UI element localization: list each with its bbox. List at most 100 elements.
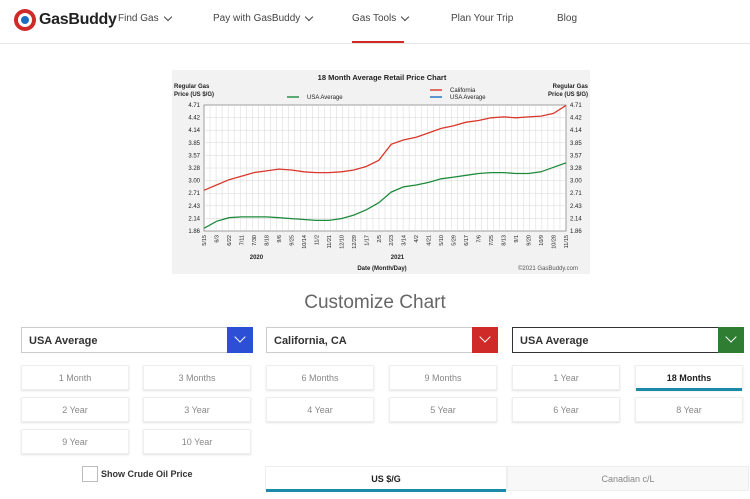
dropdown-1-value: USA Average — [29, 335, 98, 347]
x-tick-label: 12/29 — [352, 235, 358, 249]
y-tick-label-left: 1.86 — [188, 229, 200, 235]
chart-series — [203, 104, 567, 229]
x-tick-label: 8/18 — [264, 235, 270, 246]
y-tick-label-right: 4.42 — [570, 116, 582, 122]
x-tick-label: 7/25 — [489, 235, 495, 246]
x-tick-label: 11/2 — [314, 235, 320, 245]
nav-find-gas-label: Find Gas — [118, 13, 159, 24]
y-tick-label-left: 4.71 — [188, 103, 200, 109]
period-9-year[interactable]: 9 Year — [21, 429, 129, 454]
region-dropdown-2[interactable]: California, CA — [266, 327, 498, 353]
period-3-months[interactable]: 3 Months — [143, 365, 251, 390]
period-4-year[interactable]: 4 Year — [266, 397, 374, 422]
period-6-year[interactable]: 6 Year — [512, 397, 620, 422]
legend-label: California — [450, 88, 476, 94]
y-tick-label-left: 3.28 — [188, 166, 200, 172]
chevron-down-icon — [305, 12, 314, 21]
period-1-month[interactable]: 1 Month — [21, 365, 129, 390]
nav-plan-your-trip[interactable]: Plan Your Trip — [451, 13, 513, 24]
x-tick-label: 11/15 — [564, 235, 570, 248]
region-dropdown-3[interactable]: USA Average — [512, 327, 744, 353]
dropdown-3-value: USA Average — [520, 335, 589, 347]
logo-icon — [14, 9, 36, 31]
y-tick-label-right: 2.71 — [570, 191, 582, 197]
x-tick-label: 9/25 — [289, 235, 295, 246]
chart-title: 18 Month Average Retail Price Chart — [318, 73, 447, 82]
x-tick-label: 1/17 — [364, 235, 370, 246]
crude-oil-checkbox[interactable] — [82, 466, 98, 482]
period-3-year[interactable]: 3 Year — [143, 397, 251, 422]
x-tick-label: 3/14 — [402, 235, 408, 246]
tab-us-dollars[interactable]: US $/G — [265, 466, 507, 492]
y-tick-label-left: 2.14 — [188, 216, 200, 222]
y-axis-label-right: Regular Gas Price (US $/G) — [548, 84, 589, 98]
period-8-year[interactable]: 8 Year — [635, 397, 743, 422]
period-1-year[interactable]: 1 Year — [512, 365, 620, 390]
period-6-months[interactable]: 6 Months — [266, 365, 374, 390]
y-tick-label-right: 1.86 — [570, 229, 582, 235]
period-10-year[interactable]: 10 Year — [143, 429, 251, 454]
price-chart-svg: 18 Month Average Retail Price Chart Regu… — [174, 73, 589, 272]
period-18-months[interactable]: 18 Months — [635, 365, 743, 391]
legend-label: USA Average — [450, 95, 486, 101]
x-tick-label: 2/23 — [389, 235, 395, 246]
chart-copyright: ©2021 GasBuddy.com — [518, 265, 578, 272]
period-2-year[interactable]: 2 Year — [21, 397, 129, 422]
y-tick-label-right: 3.00 — [570, 179, 582, 185]
active-nav-indicator — [352, 41, 404, 43]
y-tick-label-right: 2.14 — [570, 216, 582, 222]
x-tick-label: 10/28 — [552, 235, 558, 249]
region-dropdown-1[interactable]: USA Average — [21, 327, 253, 353]
year-label: 2021 — [391, 255, 405, 261]
legend-label: USA Average — [307, 95, 343, 101]
period-9-months[interactable]: 9 Months — [389, 365, 497, 390]
x-tick-label: 5/15 — [202, 235, 208, 246]
x-tick-label: 4/2 — [414, 235, 420, 243]
x-tick-label: 5/10 — [439, 235, 445, 246]
y-tick-label-left: 2.43 — [188, 204, 200, 210]
series-line — [203, 104, 567, 191]
x-tick-label: 2/5 — [377, 235, 383, 243]
tab-canadian[interactable]: Canadian c/L — [507, 466, 749, 491]
y-tick-label-right: 3.28 — [570, 166, 582, 172]
y-tick-label-right: 3.57 — [570, 153, 582, 159]
x-tick-label: 9/20 — [527, 235, 533, 246]
y-tick-label-left: 3.00 — [188, 179, 200, 185]
x-tick-label: 10/9 — [539, 235, 545, 246]
gasbuddy-logo[interactable]: GasBuddy — [14, 9, 117, 31]
crude-oil-toggle[interactable]: Show Crude Oil Price — [82, 466, 193, 482]
chevron-down-icon[interactable] — [718, 327, 744, 353]
unit-tabs: US $/G Canadian c/L — [265, 466, 749, 492]
x-tick-label: 12/10 — [339, 235, 345, 249]
y-tick-label-left: 4.14 — [188, 128, 200, 134]
x-tick-label: 5/29 — [452, 235, 458, 246]
y-tick-label-right: 4.14 — [570, 128, 582, 134]
chart-grid — [203, 104, 567, 232]
year-label: 2020 — [250, 255, 264, 261]
nav-blog[interactable]: Blog — [557, 13, 577, 24]
x-tick-label: 7/11 — [239, 235, 245, 245]
x-tick-label: 4/21 — [427, 235, 433, 246]
nav-blog-label: Blog — [557, 13, 578, 24]
crude-oil-label: Show Crude Oil Price — [101, 469, 193, 479]
x-tick-label: 11/21 — [327, 235, 333, 248]
series-line — [203, 162, 567, 229]
chevron-down-icon — [401, 12, 410, 21]
x-tick-label: 8/13 — [502, 235, 508, 246]
dropdown-2-value: California, CA — [274, 335, 347, 347]
x-axis-label: Date (Month/Day) — [357, 266, 406, 272]
top-nav: GasBuddy Find Gas Pay with GasBuddy Gas … — [0, 0, 750, 44]
y-tick-label-left: 2.71 — [188, 191, 200, 197]
nav-find-gas[interactable]: Find Gas — [118, 12, 172, 24]
nav-gas-tools[interactable]: Gas Tools — [352, 12, 410, 24]
x-tick-label: 10/14 — [302, 235, 308, 249]
x-tick-label: 9/1 — [514, 235, 520, 243]
y-tick-label-left: 3.57 — [188, 153, 200, 159]
nav-pay-with-gasbuddy[interactable]: Pay with GasBuddy — [213, 12, 314, 24]
period-5-year[interactable]: 5 Year — [389, 397, 497, 422]
chevron-down-icon[interactable] — [472, 327, 498, 353]
customize-chart-title: Customize Chart — [304, 292, 446, 313]
y-tick-label-right: 2.43 — [570, 204, 582, 210]
nav-gas-tools-label: Gas Tools — [352, 13, 397, 24]
chevron-down-icon[interactable] — [227, 327, 253, 353]
